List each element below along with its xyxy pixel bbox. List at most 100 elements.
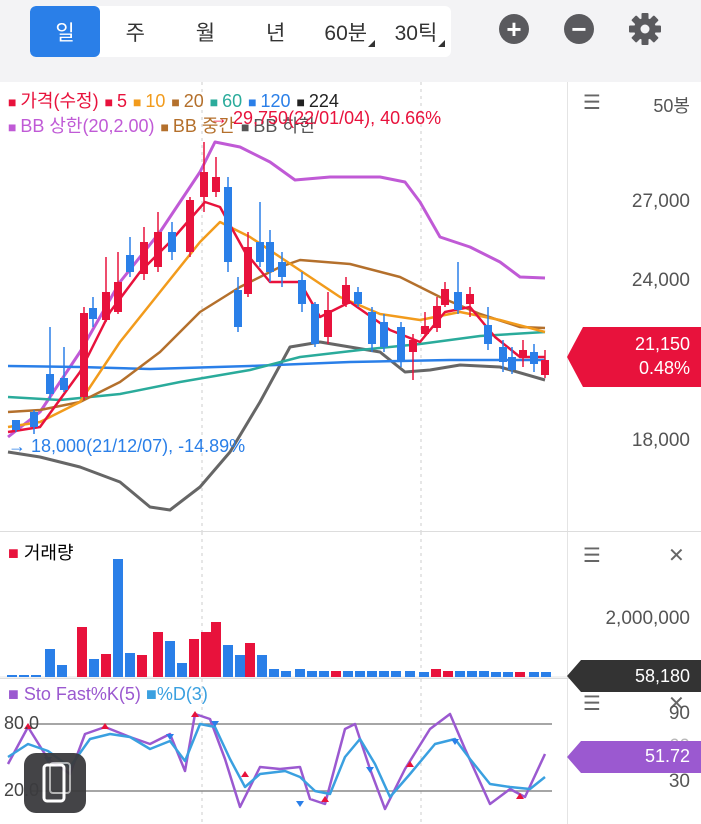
current-volume-tag <box>567 660 701 692</box>
legend-label: 60 <box>222 91 243 111</box>
stoch-axis-label: 90 <box>668 703 690 724</box>
legend-label: 가격(수정) <box>20 91 99 111</box>
volume-bar <box>31 675 41 677</box>
volume-bar <box>491 672 501 677</box>
current-change-value: 0.48% <box>638 358 690 378</box>
volume-legend: ■ 거래량 <box>8 539 74 565</box>
panel-divider <box>0 678 701 679</box>
volume-bar <box>177 663 187 677</box>
candle-body <box>409 340 417 352</box>
candle-body <box>234 290 242 327</box>
volume-bar <box>541 672 551 677</box>
stochastic-menu-icon[interactable]: ☰ <box>583 693 601 715</box>
legend-swatch: ■ <box>160 119 173 135</box>
signal-down-arrow-icon <box>166 734 174 740</box>
legend-swatch: ■ <box>8 119 21 135</box>
volume-bar <box>235 655 245 677</box>
high-price-annotation: → 29,750(22/01/04), 40.66% <box>210 108 442 128</box>
volume-bar <box>201 632 211 677</box>
settings-gear-icon[interactable] <box>628 12 662 46</box>
legend-label: 20 <box>183 91 204 111</box>
axis-divider <box>567 82 568 824</box>
volume-bar <box>431 669 441 677</box>
stoch-d-line <box>7 722 546 799</box>
legend-label: BB 중간 <box>172 116 236 136</box>
signal-up-arrow-icon <box>241 771 249 777</box>
legend-swatch: ■ <box>8 684 24 704</box>
candle-body <box>298 280 306 304</box>
candle-body <box>433 306 441 328</box>
legend-swatch: ■ <box>8 94 21 110</box>
candle-body <box>441 289 449 305</box>
price-chart[interactable] <box>0 82 567 531</box>
candle-body <box>60 378 68 390</box>
volume-bar <box>307 671 317 677</box>
volume-bar <box>45 649 55 677</box>
candle-body <box>508 357 516 370</box>
phone-rotate-icon <box>42 762 71 803</box>
signal-down-arrow-icon <box>211 721 219 727</box>
volume-menu-icon[interactable]: ☰ <box>583 545 601 567</box>
volume-chart[interactable] <box>0 532 567 678</box>
floating-device-button[interactable] <box>24 753 86 813</box>
period-week-button[interactable]: 주 <box>125 21 145 45</box>
candle-body <box>421 326 429 334</box>
volume-bar <box>125 653 135 677</box>
volume-bar <box>355 671 365 677</box>
candle-body <box>140 242 148 274</box>
candle-body <box>200 172 208 197</box>
stoch-level-80: 80.0 <box>4 713 40 733</box>
candle-body <box>530 352 538 364</box>
volume-bar <box>223 645 233 677</box>
candle-body <box>212 177 220 192</box>
low-price-text: 18,000(21/12/07), -14.89% <box>31 436 246 456</box>
high-price-text: 29,750(22/01/04), 40.66% <box>233 108 442 128</box>
candle-body <box>368 312 376 344</box>
current-price-tag <box>567 327 701 387</box>
volume-bar <box>257 655 267 677</box>
current-price-value: 21,150 <box>634 334 690 354</box>
candle-body <box>454 292 462 310</box>
candle-body <box>46 374 54 394</box>
legend-swatch: ■ <box>145 684 157 704</box>
candle-body <box>154 232 162 267</box>
candle-body <box>224 187 232 262</box>
volume-bar <box>503 672 513 677</box>
stoch-d-label: %D(3) <box>156 684 208 704</box>
volume-close-icon[interactable]: ✕ <box>668 545 685 567</box>
legend-label: 120 <box>260 91 291 111</box>
legend-swatch: ■ <box>209 94 223 110</box>
stochastic-close-icon[interactable]: ✕ <box>668 693 685 715</box>
legend-label: 224 <box>308 91 339 111</box>
signal-up-arrow-icon <box>24 723 32 729</box>
volume-bar <box>529 672 539 677</box>
current-stoch-tag <box>567 741 701 773</box>
stochastic-chart[interactable] <box>0 679 567 824</box>
period-year-button[interactable]: 년 <box>265 21 286 45</box>
bars-count-label[interactable]: 50봉 <box>653 96 690 116</box>
stochastic-legend: ■ Sto Fast%K(5) ■%D(3) <box>8 684 208 705</box>
price-legend-row2: ■ BB 상한(20,2.00) ■ BB 중간 ■ BB 하한 <box>8 112 322 138</box>
volume-bar <box>137 655 147 677</box>
legend-swatch: ■ <box>171 94 184 110</box>
period-minute-button[interactable]: 60분 <box>311 6 381 57</box>
zoom-out-button[interactable]: − <box>564 14 594 44</box>
candle-body <box>519 350 527 357</box>
period-day-button[interactable]: 일 <box>30 6 101 57</box>
plus-icon: + <box>506 14 522 44</box>
legend-swatch: ■ <box>132 94 146 110</box>
candle-body <box>342 285 350 304</box>
candle-body <box>484 325 492 344</box>
volume-bar <box>343 671 353 677</box>
signal-down-arrow-icon <box>451 739 459 745</box>
zoom-in-button[interactable]: + <box>499 14 529 44</box>
volume-bar <box>189 639 199 677</box>
volume-bar <box>405 671 415 677</box>
bb-upper-line <box>7 140 546 439</box>
period-month-button[interactable]: 월 <box>195 21 216 45</box>
signal-up-arrow-icon <box>406 761 414 767</box>
signal-down-arrow-icon <box>366 767 374 773</box>
price-menu-icon[interactable]: ☰ <box>583 92 601 114</box>
period-tick-button[interactable]: 30틱 <box>381 6 451 57</box>
candle-body <box>80 313 88 397</box>
